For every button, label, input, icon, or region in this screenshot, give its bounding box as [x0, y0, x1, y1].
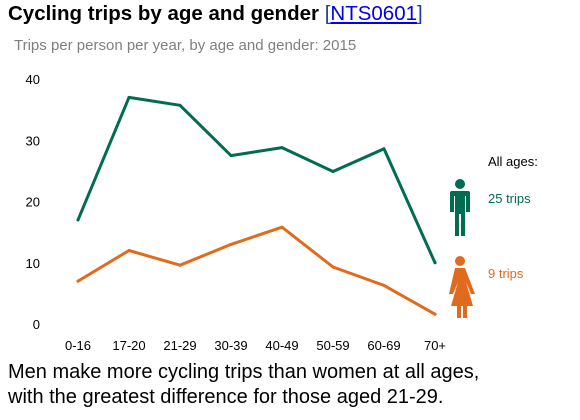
chart-caption: Men make more cycling trips than women a… [8, 360, 479, 410]
women-data-point [331, 265, 335, 269]
chart-title-text: Cycling trips by age and gender [8, 2, 319, 25]
link-bracket-close: ] [417, 2, 423, 25]
women-data-point [178, 263, 182, 267]
y-tick-label: 40 [26, 72, 40, 87]
men-data-point [76, 218, 80, 222]
women-data-point [229, 242, 233, 246]
legend-heading: All ages: [488, 154, 538, 169]
caption-line-1: Men make more cycling trips than women a… [8, 361, 480, 383]
men-data-point [229, 154, 233, 158]
x-tick-label: 21-29 [163, 338, 196, 353]
men-data-point [280, 146, 284, 150]
chart-title: Cycling trips by age and gender [NTS0601… [8, 2, 423, 26]
women-data-point [433, 312, 437, 316]
y-tick-label: 20 [26, 195, 40, 210]
y-tick-label: 10 [26, 256, 40, 271]
men-data-point [127, 95, 131, 99]
y-tick-label: 0 [33, 317, 40, 332]
series-lines [76, 95, 437, 316]
man-icon [450, 179, 470, 236]
x-tick-label: 30-39 [214, 338, 247, 353]
nts0601-link[interactable]: NTS0601 [330, 2, 417, 25]
caption-line-2: with the greatest difference for those a… [8, 386, 444, 408]
y-axis-ticks: 0 10 20 30 40 [26, 72, 40, 332]
men-series-line [76, 95, 437, 265]
x-axis-ticks: 0-16 17-20 21-29 30-39 40-49 50-59 60-69 70+ [65, 338, 446, 353]
y-tick-label: 30 [26, 133, 40, 148]
men-data-point [331, 170, 335, 173]
legend-women-value: 9 trips [488, 266, 524, 281]
men-data-point [433, 261, 437, 265]
x-tick-label: 0-16 [65, 338, 91, 353]
x-tick-label: 70+ [424, 338, 446, 353]
women-data-point [127, 249, 131, 252]
women-data-point [382, 283, 386, 287]
x-tick-label: 17-20 [112, 338, 145, 353]
x-tick-label: 50-59 [316, 338, 349, 353]
women-data-point [76, 279, 80, 283]
men-data-point [382, 147, 386, 151]
x-tick-label: 40-49 [265, 338, 298, 353]
link-bracket-open: [ [324, 2, 331, 25]
men-data-point [178, 103, 182, 107]
chart-subtitle: Trips per person per year, by age and ge… [14, 37, 357, 54]
legend-men-value: 25 trips [488, 191, 531, 206]
women-series-line [76, 225, 437, 316]
women-data-point [280, 225, 284, 229]
x-tick-label: 60-69 [367, 338, 400, 353]
woman-icon [449, 256, 475, 318]
line-chart: 0 10 20 30 40 0-16 17-20 21-29 30-39 40-49 50-59 6… [26, 72, 538, 353]
